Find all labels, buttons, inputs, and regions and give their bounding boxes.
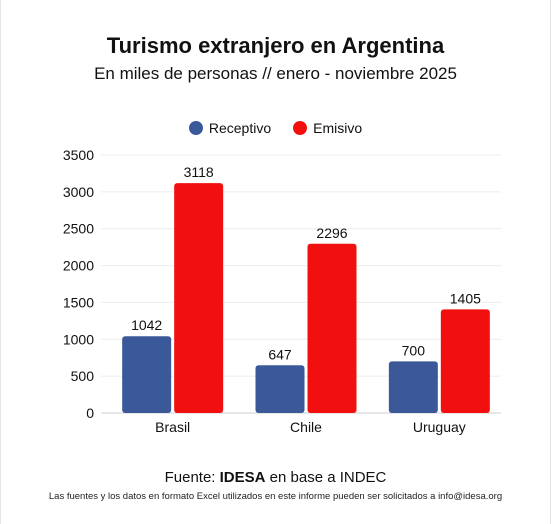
bar-receptivo — [388, 361, 438, 413]
data-label: 647 — [268, 346, 292, 362]
chart-legend: Receptivo Emisivo — [1, 120, 550, 136]
x-tick-label: Brasil — [155, 419, 190, 435]
legend-item-emisivo: Emisivo — [293, 120, 362, 136]
data-label: 3118 — [184, 164, 214, 180]
source-line: Fuente: IDESA en base a INDEC — [1, 469, 550, 486]
bar-emisivo — [174, 183, 224, 413]
legend-swatch-receptivo — [188, 121, 203, 135]
bar-receptivo — [255, 365, 305, 413]
y-tick-label: 1000 — [63, 331, 94, 347]
data-label: 700 — [402, 342, 426, 358]
data-label: 2296 — [316, 225, 347, 241]
y-tick-label: 1500 — [63, 294, 94, 310]
y-tick-label: 2500 — [63, 221, 94, 237]
y-tick-label: 3500 — [63, 147, 94, 163]
legend-label-emisivo: Emisivo — [313, 120, 363, 136]
y-tick-label: 0 — [86, 405, 94, 421]
legend-item-receptivo: Receptivo — [188, 120, 272, 136]
y-tick-label: 500 — [71, 368, 95, 384]
data-label: 1405 — [450, 290, 481, 306]
chart-title: Turismo extranjero en Argentina — [106, 33, 445, 58]
x-tick-label: Chile — [290, 419, 322, 435]
source-suffix: en base a INDEC — [265, 469, 387, 486]
source-org: IDESA — [219, 469, 266, 486]
x-tick-label: Uruguay — [413, 419, 466, 435]
bar-emisivo — [440, 309, 490, 413]
bar-emisivo — [307, 243, 357, 413]
footnote: Las fuentes y los datos en formato Excel… — [48, 491, 503, 502]
y-tick-label: 3000 — [63, 184, 94, 200]
y-tick-label: 2000 — [63, 258, 94, 274]
legend-swatch-emisivo — [293, 121, 308, 135]
legend-label-receptivo: Receptivo — [208, 120, 272, 136]
chart-subtitle: En miles de personas // enero - noviembr… — [94, 64, 457, 83]
data-label: 1042 — [131, 317, 162, 333]
bar-receptivo — [122, 336, 172, 413]
source-prefix: Fuente: — [164, 469, 220, 486]
